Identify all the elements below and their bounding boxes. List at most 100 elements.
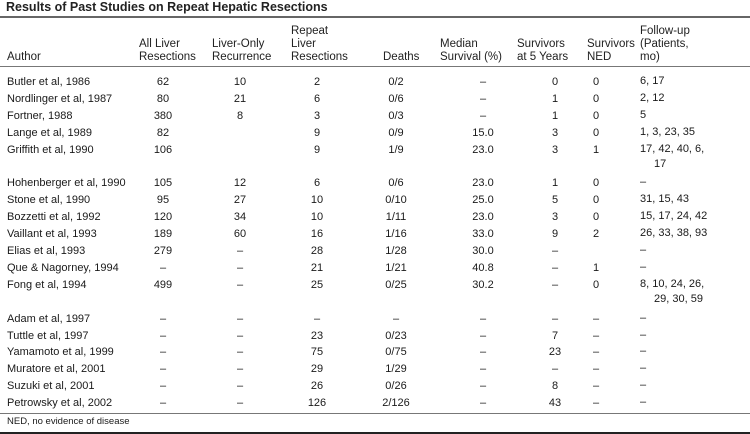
table-row: Fong et al, 1994 499 – 25 0/25 30.2 – 0 8, 10, 2…	[0, 277, 750, 306]
cell-survivors-ned: 0	[592, 278, 600, 291]
cell-author: Griffith et al, 1990	[7, 143, 94, 156]
table-row: Yamamoto et al, 1999 – – 75 0/75 – 23 – –	[0, 344, 750, 360]
cell-repeat-liver-resections: 3	[313, 109, 321, 122]
follow-up-text: –	[640, 345, 647, 358]
cell-liver-only-recurrence: 12	[233, 177, 247, 190]
cell-survivors-ned: 0	[592, 177, 600, 190]
column-header-follow-up: Follow-up (Patients, mo)	[640, 25, 690, 64]
cell-deaths: 0/23	[385, 329, 407, 342]
header-line: Survivors	[517, 38, 565, 50]
cell-survivors-5-years: 3	[551, 126, 559, 139]
column-header-author: Author	[7, 51, 41, 64]
cell-median-survival: 23.0	[472, 211, 494, 224]
cell-liver-only-recurrence: 10	[233, 76, 247, 88]
table-row: Vaillant et al, 1993 189 60 16 1/16 33.0 9 2 26,…	[0, 226, 750, 242]
cell-median-survival: 30.2	[472, 278, 494, 291]
follow-up-text: 31, 15, 43	[640, 193, 689, 206]
cell-survivors-5-years: –	[551, 363, 559, 376]
follow-up-text: –	[640, 379, 647, 392]
cell-deaths: 0/26	[385, 380, 407, 393]
cell-survivors-ned: 0	[592, 92, 600, 105]
cell-author: Muratore et al, 2001	[7, 363, 106, 376]
cell-survivors-5-years: 5	[551, 194, 559, 207]
cell-follow-up: 31, 15, 43	[640, 192, 745, 208]
cell-author: Suzuki et al, 2001	[7, 380, 95, 393]
cell-repeat-liver-resections: 16	[310, 228, 324, 241]
cell-all-liver-resections: –	[159, 346, 167, 359]
follow-up-text: 5	[640, 108, 647, 121]
cell-repeat-liver-resections: 10	[310, 211, 324, 224]
cell-follow-up: –	[640, 175, 745, 191]
column-header-median-survival: Median Survival (%)	[440, 38, 502, 64]
table-row: Tuttle et al, 1997 – – 23 0/23 – 7 – –	[0, 328, 750, 344]
follow-up-text: –	[640, 244, 647, 256]
cell-survivors-5-years: 8	[551, 380, 559, 393]
footnote-rule	[0, 413, 750, 414]
cell-all-liver-resections: –	[159, 329, 167, 342]
header-line: All Liver	[139, 38, 180, 50]
cell-repeat-liver-resections: 21	[310, 261, 324, 274]
column-header-survivors-5-years: Survivors at 5 Years	[517, 38, 568, 64]
cell-median-survival: –	[479, 92, 487, 105]
cell-median-survival: –	[479, 109, 487, 122]
cell-survivors-ned: 0	[592, 194, 600, 207]
cell-deaths: 2/126	[382, 397, 410, 410]
header-line: Survivors	[587, 38, 635, 50]
cell-deaths: 0/3	[388, 109, 404, 122]
follow-up-text: –	[640, 362, 647, 375]
table-row: Lange et al, 1989 82 9 0/9 15.0 3 0 1, 3, 23, 3…	[0, 125, 750, 141]
cell-survivors-ned: 0	[592, 211, 600, 224]
follow-up-continued: 17	[654, 158, 667, 171]
cell-follow-up: 15, 17, 24, 42	[640, 209, 745, 225]
cell-survivors-ned: –	[592, 312, 600, 325]
cell-liver-only-recurrence: –	[236, 312, 244, 325]
cell-liver-only-recurrence: 8	[236, 109, 244, 122]
header-line: Deaths	[383, 51, 420, 63]
follow-up-text: –	[640, 396, 647, 409]
cell-liver-only-recurrence: –	[236, 397, 244, 410]
cell-survivors-5-years: 3	[551, 211, 559, 224]
cell-repeat-liver-resections: 6	[313, 92, 321, 105]
follow-up-text: 15, 17, 24, 42	[640, 210, 708, 223]
cell-deaths: 0/10	[385, 194, 407, 207]
cell-deaths: 1/29	[385, 363, 407, 376]
table-row: Muratore et al, 2001 – – 29 1/29 – – – –	[0, 361, 750, 377]
cell-author: Adam et al, 1997	[7, 312, 91, 325]
cell-survivors-5-years: 0	[551, 76, 559, 88]
cell-all-liver-resections: 62	[156, 76, 170, 88]
cell-repeat-liver-resections: 9	[313, 143, 321, 156]
cell-follow-up: 26, 33, 38, 93	[640, 226, 745, 242]
cell-median-survival: 40.8	[472, 261, 494, 274]
cell-repeat-liver-resections: 75	[310, 346, 324, 359]
follow-up-text: 2, 12	[640, 91, 665, 104]
cell-median-survival: –	[479, 363, 487, 376]
cell-deaths: 1/9	[388, 143, 404, 156]
header-line: Liver	[291, 38, 316, 50]
cell-follow-up: 6, 17	[640, 74, 745, 90]
cell-repeat-liver-resections: 9	[313, 126, 321, 139]
header-rule	[0, 66, 750, 67]
cell-follow-up: 17, 42, 40, 6, 17	[640, 142, 745, 173]
cell-follow-up: –	[640, 311, 745, 327]
cell-survivors-5-years: 1	[551, 177, 559, 190]
cell-author: Lange et al, 1989	[7, 126, 93, 139]
cell-all-liver-resections: 95	[156, 194, 170, 207]
cell-survivors-ned: 1	[592, 261, 600, 274]
follow-up-text: –	[640, 176, 647, 189]
cell-repeat-liver-resections: 10	[310, 194, 324, 207]
table-row: Que & Nagorney, 1994 – – 21 1/21 40.8 – 1 –	[0, 260, 750, 276]
cell-repeat-liver-resections: 2	[313, 76, 321, 88]
cell-survivors-ned: –	[592, 397, 600, 410]
cell-survivors-5-years: 1	[551, 109, 559, 122]
cell-survivors-ned: 1	[592, 143, 600, 156]
cell-median-survival: 30.0	[472, 245, 494, 257]
top-rule	[0, 16, 750, 18]
header-line: (Patients,	[640, 38, 689, 50]
cell-author: Bozzetti et al, 1992	[7, 211, 101, 224]
cell-survivors-5-years: 9	[551, 228, 559, 241]
column-header-repeat-liver-resections: Repeat Liver Resections	[291, 25, 348, 64]
cell-deaths: 1/16	[385, 228, 407, 241]
cell-survivors-ned: –	[592, 329, 600, 342]
column-header-all-liver-resections: All Liver Resections	[139, 38, 196, 64]
table-row: Butler et al, 1986 62 10 2 0/2 – 0 0 6, 17	[0, 74, 750, 90]
